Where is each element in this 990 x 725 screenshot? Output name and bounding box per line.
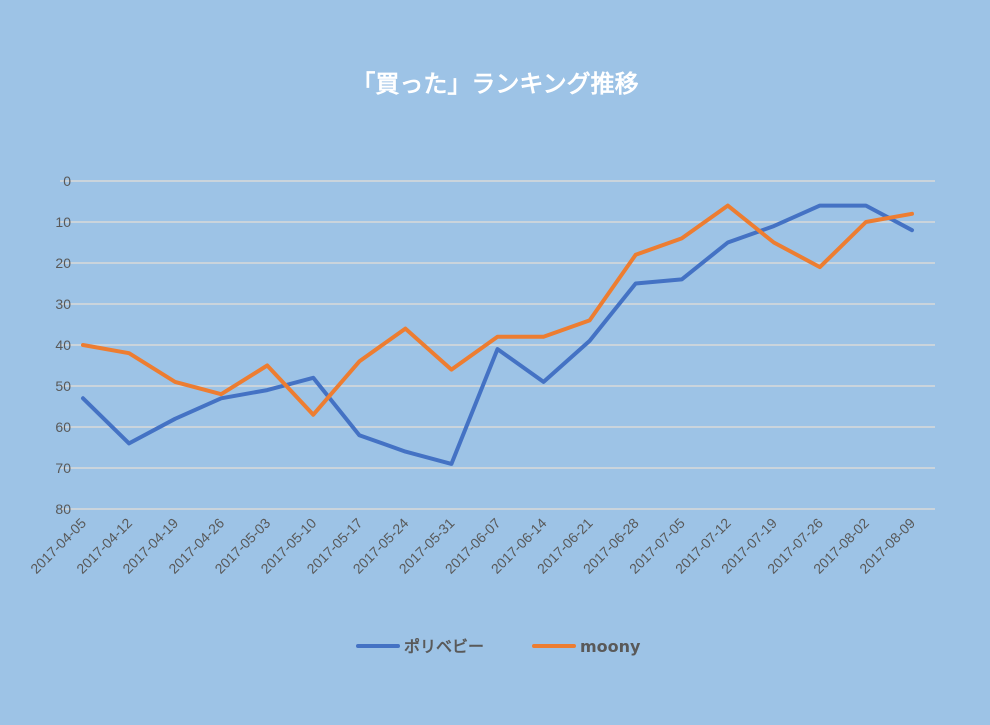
- y-tick-label: 70: [55, 460, 71, 476]
- legend-label: ポリベビー: [404, 637, 484, 656]
- y-tick-label: 20: [55, 255, 71, 271]
- y-tick-label: 30: [55, 296, 71, 312]
- y-tick-label: 50: [55, 378, 71, 394]
- y-tick-label: 60: [55, 419, 71, 435]
- y-tick-label: 10: [55, 214, 71, 230]
- chart-title: 「買った」ランキング推移: [351, 70, 638, 98]
- legend-label: moony: [580, 637, 641, 656]
- series-line-1: [81, 203, 914, 466]
- y-tick-label: 0: [63, 173, 71, 189]
- y-tick-label: 80: [55, 501, 71, 517]
- series-line-2: [81, 203, 914, 417]
- y-tick-label: 40: [55, 337, 71, 353]
